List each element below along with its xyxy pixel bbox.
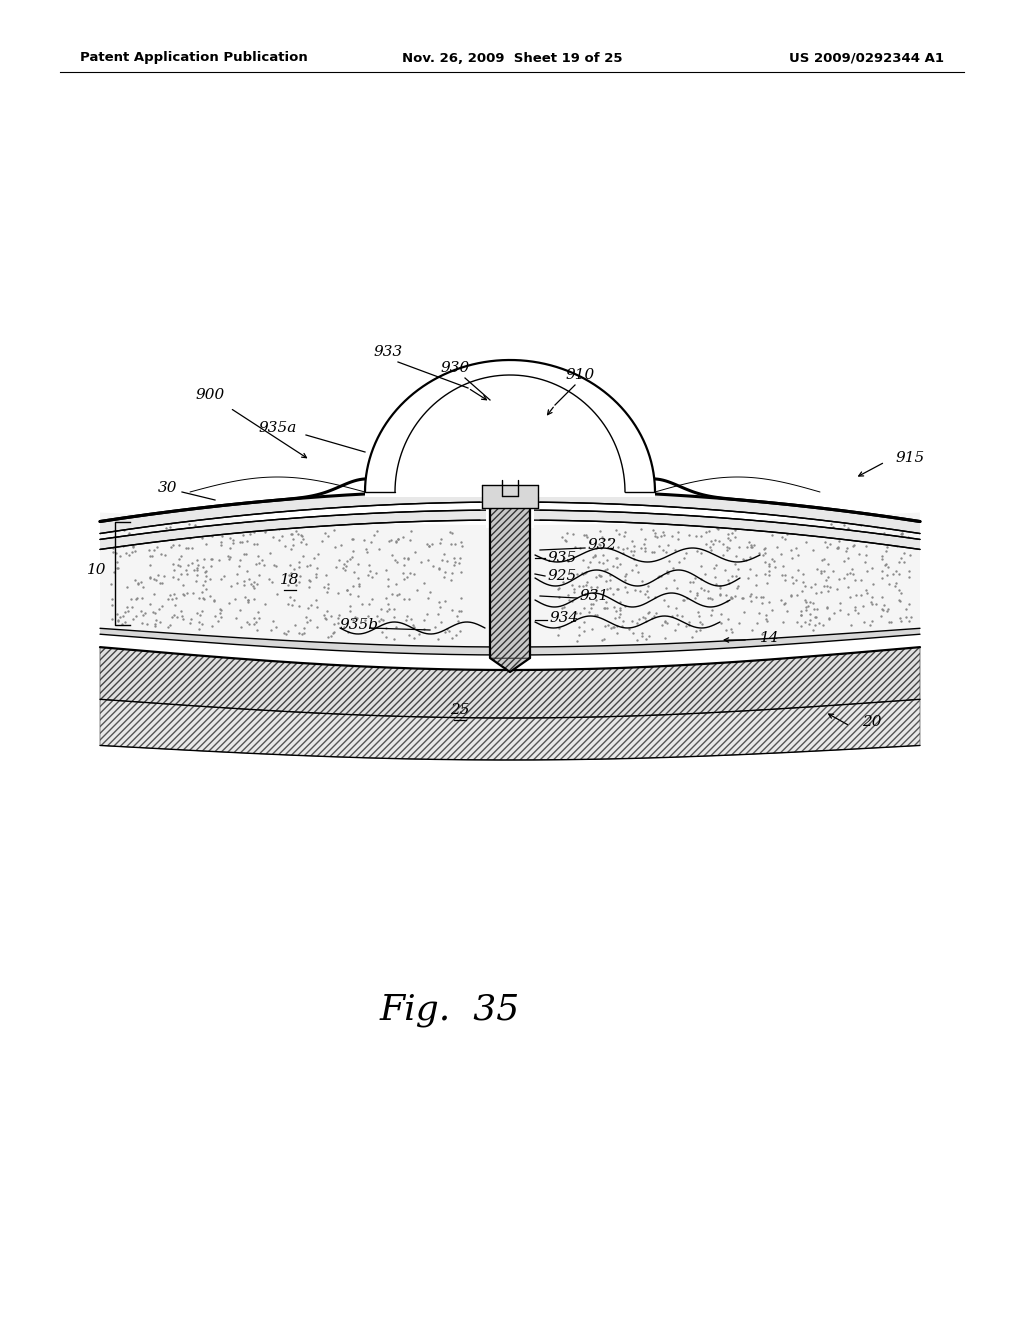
Text: 934: 934 [550,611,580,624]
Polygon shape [100,647,920,718]
Text: 30: 30 [159,480,178,495]
Polygon shape [482,484,538,508]
Text: 933: 933 [374,345,402,359]
Text: Fig.  35: Fig. 35 [380,993,520,1027]
Polygon shape [365,360,655,492]
Text: 930: 930 [440,360,470,375]
Text: 900: 900 [196,388,224,403]
Polygon shape [100,512,920,647]
Polygon shape [490,657,530,672]
Text: 932: 932 [588,539,617,552]
Text: 25: 25 [451,704,470,717]
Polygon shape [490,498,530,657]
Polygon shape [100,510,920,549]
Text: 20: 20 [862,715,882,729]
Text: 910: 910 [565,368,595,381]
Text: US 2009/0292344 A1: US 2009/0292344 A1 [790,51,944,65]
Polygon shape [365,473,655,498]
Text: 925: 925 [548,569,578,583]
Text: 10: 10 [87,564,106,577]
Text: 915: 915 [895,451,925,465]
Polygon shape [100,628,920,655]
Text: 935a: 935a [259,421,297,436]
Text: 935: 935 [548,550,578,565]
Polygon shape [486,483,534,528]
Text: Patent Application Publication: Patent Application Publication [80,51,308,65]
Polygon shape [100,700,920,760]
Text: 931: 931 [580,589,609,603]
Text: 935b: 935b [340,618,379,632]
Text: 18: 18 [281,573,300,587]
Polygon shape [100,490,920,533]
Text: Nov. 26, 2009  Sheet 19 of 25: Nov. 26, 2009 Sheet 19 of 25 [401,51,623,65]
Text: 14: 14 [760,631,779,645]
